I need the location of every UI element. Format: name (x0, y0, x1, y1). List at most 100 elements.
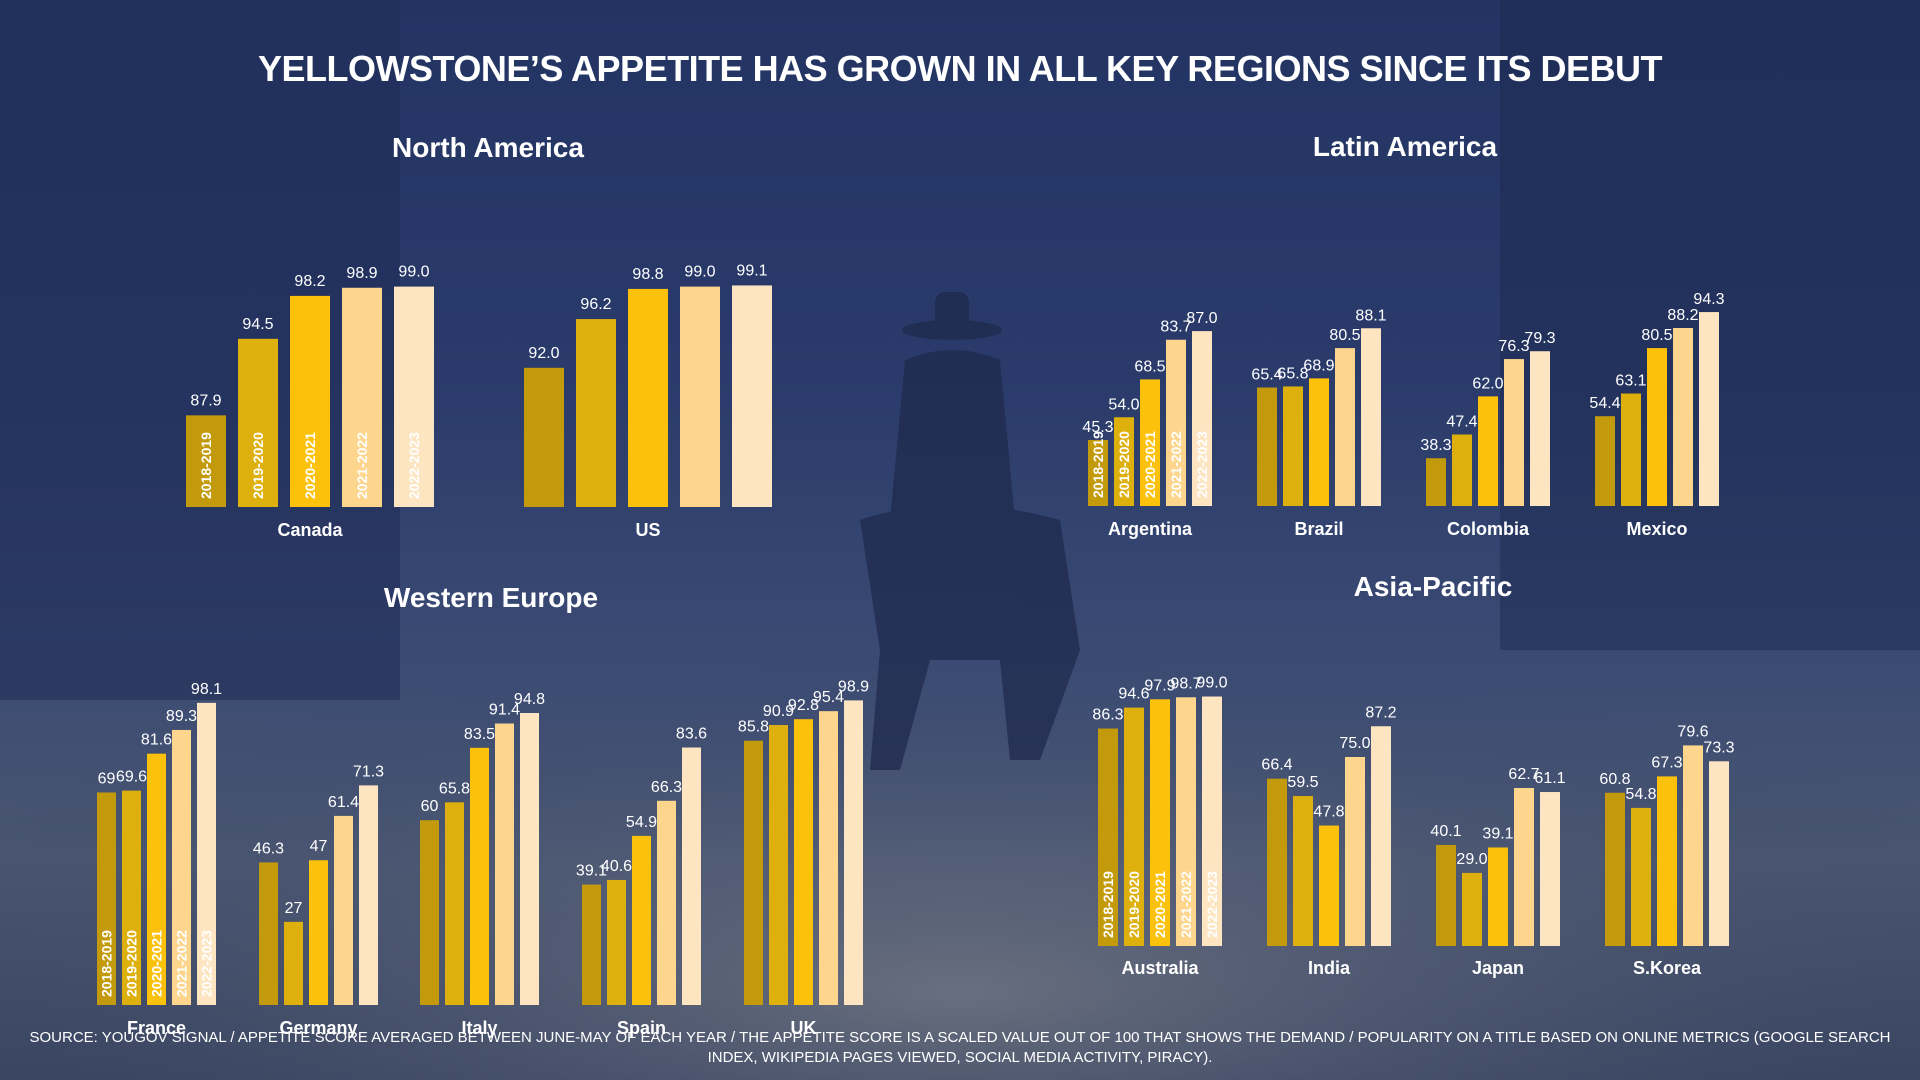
bar-colombia-2020-2021 (1478, 396, 1498, 506)
bar-brazil-2020-2021 (1309, 378, 1329, 506)
data-label: 87.9 (190, 392, 221, 409)
category-label: Mexico (1626, 519, 1687, 539)
data-label: 62.0 (1472, 375, 1503, 392)
series-label: 2019-2020 (1116, 431, 1132, 498)
bar-spain-2020-2021 (632, 835, 651, 1005)
bar-brazil-2022-2023 (1361, 328, 1381, 506)
series-label: 2021-2022 (1178, 871, 1194, 938)
data-label: 62.7 (1508, 766, 1539, 783)
data-label: 40.1 (1430, 823, 1461, 840)
bar-italy-2020-2021 (470, 747, 489, 1005)
data-label: 27 (285, 900, 303, 917)
series-label: 2018-2019 (1100, 871, 1116, 938)
bar-argentina-2019-2020 (1114, 417, 1134, 506)
data-label: 92.8 (788, 697, 819, 714)
bar-argentina-2018-2019 (1088, 439, 1108, 506)
bar-us-2021-2022 (680, 286, 720, 507)
data-label: 91.4 (489, 701, 520, 718)
bar-japan-2021-2022 (1514, 787, 1534, 946)
data-label: 68.5 (1134, 358, 1165, 375)
data-label: 45.3 (1082, 419, 1113, 436)
data-label: 69 (98, 770, 116, 787)
data-label: 99.0 (398, 264, 429, 281)
data-label: 98.9 (346, 265, 377, 282)
data-label: 60 (421, 798, 439, 815)
bar-australia-2020-2021 (1150, 699, 1170, 946)
bar-argentina-2022-2023 (1192, 331, 1212, 506)
bar-s-korea-2019-2020 (1631, 807, 1651, 946)
bar-s-korea-2018-2019 (1605, 792, 1625, 946)
data-label: 80.5 (1329, 327, 1360, 344)
bar-germany-2020-2021 (309, 860, 328, 1005)
bar-uk-2018-2019 (744, 740, 763, 1005)
data-label: 98.9 (838, 678, 869, 695)
bar-australia-2021-2022 (1176, 697, 1196, 946)
region-title-latin-america: Latin America (1312, 131, 1498, 162)
bar-canada-2021-2022 (342, 287, 382, 507)
bar-germany-2022-2023 (359, 785, 378, 1005)
chart-western-europe: 69 2018-2019 69.6 2019-2020 81.6 2020-2021 89.… (97, 678, 869, 1038)
bar-uk-2022-2023 (844, 700, 863, 1005)
bar-japan-2019-2020 (1462, 872, 1482, 946)
bar-us-2018-2019 (524, 367, 564, 507)
data-label: 79.6 (1677, 723, 1708, 740)
bar-spain-2021-2022 (657, 800, 676, 1005)
bar-brazil-2018-2019 (1257, 387, 1277, 506)
bar-france-2018-2019 (97, 792, 116, 1005)
bar-canada-2018-2019 (186, 415, 226, 507)
series-label: 2019-2020 (250, 432, 266, 499)
bar-colombia-2018-2019 (1426, 458, 1446, 506)
data-label: 39.1 (1482, 825, 1513, 842)
cowboy-silhouette-icon (860, 292, 1080, 770)
data-label: 94.6 (1118, 686, 1149, 703)
data-label: 47.4 (1446, 413, 1477, 430)
bar-mexico-2020-2021 (1647, 348, 1667, 506)
category-label: Germany (279, 1018, 357, 1038)
data-label: 94.5 (242, 316, 273, 333)
data-label: 61.4 (328, 794, 359, 811)
data-label: 65.8 (439, 780, 470, 797)
bar-colombia-2019-2020 (1452, 434, 1472, 506)
data-label: 39.1 (576, 863, 607, 880)
bar-spain-2022-2023 (682, 747, 701, 1005)
category-label: US (635, 520, 660, 540)
main-title: YELLOWSTONE’S APPETITE HAS GROWN IN ALL … (258, 48, 1662, 89)
data-label: 98.7 (1170, 675, 1201, 692)
data-label: 29.0 (1456, 851, 1487, 868)
bar-germany-2018-2019 (259, 862, 278, 1005)
data-label: 94.3 (1693, 291, 1724, 308)
data-label: 98.1 (191, 681, 222, 698)
data-label: 87.2 (1365, 704, 1396, 721)
series-label: 2020-2021 (1152, 871, 1168, 938)
bar-uk-2021-2022 (819, 711, 838, 1005)
data-label: 98.2 (294, 273, 325, 290)
bar-us-2019-2020 (576, 319, 616, 507)
series-label: 2022-2023 (199, 930, 215, 997)
data-label: 38.3 (1420, 437, 1451, 454)
bar-france-2020-2021 (147, 753, 166, 1005)
data-label: 96.2 (580, 296, 611, 313)
bar-spain-2019-2020 (607, 879, 626, 1005)
data-label: 99.0 (684, 264, 715, 281)
series-label: 2018-2019 (99, 930, 115, 997)
bar-india-2021-2022 (1345, 757, 1365, 946)
bar-brazil-2019-2020 (1283, 386, 1303, 506)
data-label: 46.3 (253, 840, 284, 857)
bar-s-korea-2021-2022 (1683, 745, 1703, 946)
data-label: 95.4 (813, 689, 844, 706)
bar-spain-2018-2019 (582, 884, 601, 1005)
bar-mexico-2021-2022 (1673, 327, 1693, 506)
data-label: 59.5 (1287, 774, 1318, 791)
bar-mexico-2022-2023 (1699, 312, 1719, 506)
bar-colombia-2022-2023 (1530, 351, 1550, 506)
series-label: 2019-2020 (124, 930, 140, 997)
data-label: 81.6 (141, 732, 172, 749)
series-label: 2022-2023 (1194, 431, 1210, 498)
category-label: S.Korea (1633, 958, 1702, 978)
data-label: 83.7 (1160, 319, 1191, 336)
bar-australia-2022-2023 (1202, 696, 1222, 946)
category-label: Brazil (1294, 519, 1343, 539)
series-label: 2018-2019 (1090, 431, 1106, 498)
data-label: 98.8 (632, 266, 663, 283)
